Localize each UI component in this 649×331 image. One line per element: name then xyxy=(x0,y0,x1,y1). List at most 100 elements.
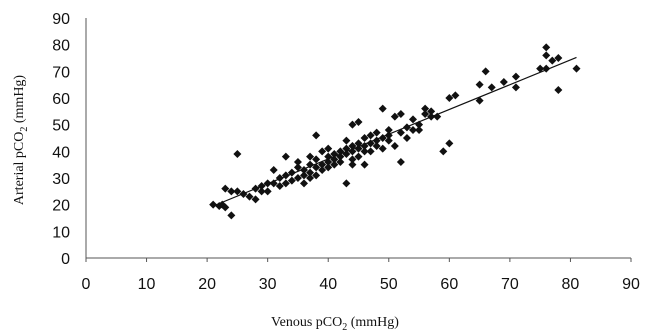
data-point xyxy=(227,187,236,196)
data-point xyxy=(300,179,308,188)
y-axis-label: Arterial pCO2 (mmHg) xyxy=(12,75,30,206)
data-point xyxy=(439,147,448,156)
data-point xyxy=(499,78,508,86)
data-point xyxy=(324,144,333,153)
data-point xyxy=(378,144,387,153)
data-point xyxy=(390,142,399,150)
data-point xyxy=(421,110,430,118)
y-tick-label: 80 xyxy=(52,38,70,55)
data-point xyxy=(360,160,369,169)
data-point xyxy=(300,171,308,180)
data-point xyxy=(306,152,315,161)
y-tick-label: 40 xyxy=(52,144,70,161)
data-point xyxy=(354,118,363,126)
data-point xyxy=(372,128,381,137)
y-tick-label: 20 xyxy=(52,198,70,215)
data-point xyxy=(384,126,393,134)
data-point xyxy=(330,160,339,169)
data-point xyxy=(487,83,496,92)
x-tick-labels: 0 10 20 30 40 50 60 70 80 90 xyxy=(82,276,640,293)
data-point xyxy=(269,166,278,174)
y-tick-labels: 0 10 20 30 40 50 60 70 80 90 xyxy=(52,11,70,268)
data-point xyxy=(542,51,551,60)
x-tick-label: 80 xyxy=(562,276,580,293)
data-point xyxy=(542,43,551,52)
data-point xyxy=(275,182,284,190)
data-point xyxy=(293,158,302,166)
data-point xyxy=(354,144,363,153)
data-point xyxy=(481,67,490,76)
data-point xyxy=(245,192,254,201)
data-point xyxy=(312,171,321,180)
data-point xyxy=(511,72,520,81)
data-point xyxy=(269,179,278,188)
data-point xyxy=(475,96,484,105)
y-tick-label: 60 xyxy=(52,91,70,108)
data-points xyxy=(209,43,581,220)
data-point xyxy=(360,134,369,142)
x-tick-label: 70 xyxy=(501,276,519,293)
data-point xyxy=(348,120,357,129)
data-point xyxy=(451,91,460,100)
data-point xyxy=(409,126,417,134)
data-point xyxy=(342,136,351,145)
data-point xyxy=(257,187,266,196)
data-point xyxy=(366,147,375,156)
data-point xyxy=(251,195,260,204)
x-tick-label: 90 xyxy=(622,276,640,293)
y-tick-label: 50 xyxy=(52,118,70,135)
y-tick-label: 70 xyxy=(52,64,70,81)
data-point xyxy=(396,110,405,118)
data-point xyxy=(372,142,381,150)
data-point xyxy=(342,179,351,188)
y-tick-label: 90 xyxy=(52,11,70,28)
x-tick-label: 50 xyxy=(380,276,398,293)
data-point xyxy=(445,139,454,148)
x-axis-label: Venous pCO2 (mmHg) xyxy=(271,315,399,331)
x-tick-label: 30 xyxy=(259,276,277,293)
data-point xyxy=(233,187,242,196)
data-point xyxy=(306,174,315,182)
data-point xyxy=(402,134,411,142)
data-point xyxy=(572,64,581,73)
y-tick-label: 30 xyxy=(52,171,70,188)
data-point xyxy=(360,147,369,156)
data-point xyxy=(396,158,405,166)
data-point xyxy=(336,158,345,166)
data-point xyxy=(312,155,321,164)
data-point xyxy=(554,54,563,62)
data-point xyxy=(378,104,387,113)
y-tick-label: 0 xyxy=(61,251,70,268)
data-point xyxy=(548,56,557,65)
data-point xyxy=(263,187,272,196)
data-point xyxy=(366,131,375,140)
data-point xyxy=(281,152,290,161)
x-tick-label: 40 xyxy=(319,276,337,293)
data-point xyxy=(293,163,302,172)
data-point xyxy=(348,160,357,169)
data-point xyxy=(209,200,218,209)
data-point xyxy=(318,147,327,156)
data-point xyxy=(281,179,290,188)
x-tick-label: 60 xyxy=(440,276,458,293)
data-point xyxy=(390,112,399,121)
data-point xyxy=(427,107,436,116)
data-point xyxy=(409,115,417,124)
x-tick-label: 20 xyxy=(198,276,216,293)
data-point xyxy=(287,176,296,185)
x-tick-marks xyxy=(85,258,632,262)
data-point xyxy=(312,131,321,140)
data-point xyxy=(306,168,315,177)
data-point xyxy=(415,126,424,134)
data-point xyxy=(554,86,563,94)
data-point xyxy=(233,150,242,158)
data-point xyxy=(221,184,230,193)
data-point xyxy=(360,142,369,150)
y-tick-label: 10 xyxy=(52,224,70,241)
data-point xyxy=(445,94,454,102)
data-point xyxy=(324,163,333,172)
data-point xyxy=(475,80,484,89)
data-point xyxy=(421,104,430,113)
data-point xyxy=(384,136,393,145)
